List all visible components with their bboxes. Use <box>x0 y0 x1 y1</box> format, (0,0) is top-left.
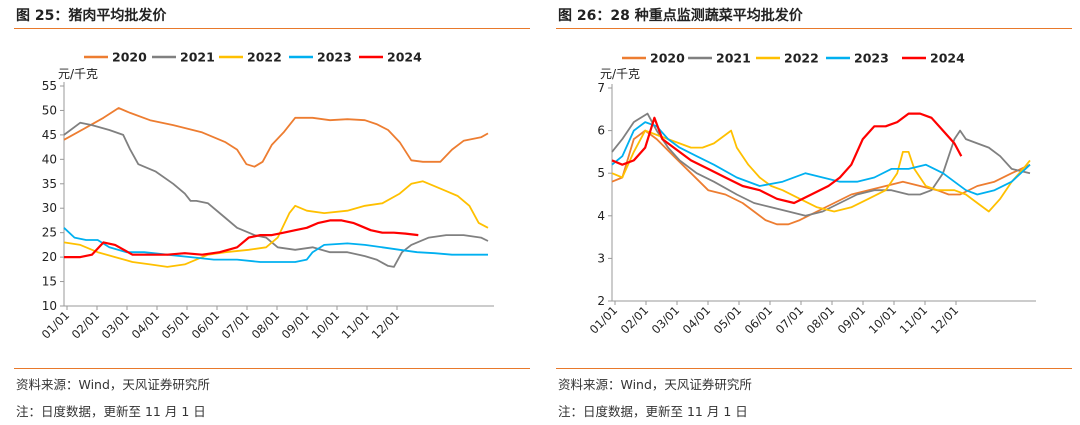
y-tick-label: 7 <box>597 81 605 95</box>
y-tick-label: 50 <box>42 103 57 117</box>
x-tick-label: 03/01 <box>649 303 682 336</box>
y-tick-label: 45 <box>42 128 57 142</box>
x-tick-label: 03/01 <box>99 308 132 341</box>
x-tick-label: 12/01 <box>369 308 402 341</box>
title-divider <box>14 28 530 29</box>
series-line-2023 <box>611 121 1031 196</box>
legend-label-2020: 2020 <box>112 50 147 65</box>
legend-label-2024: 2024 <box>387 50 422 65</box>
y-unit-label: 元/千克 <box>58 67 98 81</box>
y-unit-label: 元/千克 <box>600 67 640 81</box>
y-tick-label: 55 <box>42 79 57 93</box>
y-tick-label: 40 <box>42 152 57 166</box>
series-line-2021 <box>611 112 1031 217</box>
x-tick-label: 09/01 <box>835 303 868 336</box>
series-line-2021 <box>63 121 489 268</box>
x-tick-label: 11/01 <box>339 308 372 341</box>
legend-label-2023: 2023 <box>317 50 352 65</box>
vegetable-price-chart: 元/千克 2 3 4 5 6 7 01/0102/0103/0104/0105/0106/01… <box>587 51 1036 337</box>
y-tick-label: 15 <box>42 275 57 289</box>
legend-label-2022: 2022 <box>784 51 819 66</box>
title-divider <box>556 28 1072 29</box>
update-note: 注：日度数据，更新至 11 月 1 日 <box>558 404 748 419</box>
y-tick-label: 25 <box>42 226 57 240</box>
legend-label-2022: 2022 <box>247 50 282 65</box>
y-tick-label: 2 <box>597 294 605 308</box>
series-line-2024 <box>64 219 419 259</box>
y-tick-label: 35 <box>42 177 57 191</box>
y-tick-label: 4 <box>597 209 605 223</box>
x-tick-label: 07/01 <box>773 303 806 336</box>
source-note: 资料来源：Wind，天风证券研究所 <box>558 377 752 392</box>
x-tick-label: 02/01 <box>69 308 102 341</box>
series-line-2020 <box>611 129 1031 226</box>
figure-title: 图 26：28 种重点监测蔬菜平均批发价 <box>558 8 803 24</box>
source-note: 资料来源：Wind，天风证券研究所 <box>16 377 210 392</box>
bottom-divider <box>14 368 530 369</box>
legend-label-2021: 2021 <box>180 50 215 65</box>
x-tick-label: 02/01 <box>618 303 651 336</box>
legend-label-2020: 2020 <box>650 51 685 66</box>
series-line-2022 <box>611 129 1031 213</box>
x-tick-label: 10/01 <box>866 303 899 336</box>
series-line-2023 <box>63 227 488 263</box>
series-line-2022 <box>63 180 489 268</box>
x-tick-label: 12/01 <box>928 303 961 336</box>
x-tick-label: 09/01 <box>279 308 312 341</box>
x-tick-label: 05/01 <box>711 303 744 336</box>
x-tick-label: 06/01 <box>742 303 775 336</box>
x-tick-label: 05/01 <box>159 308 192 341</box>
legend-label-2023: 2023 <box>854 51 889 66</box>
y-tick-label: 5 <box>597 166 605 180</box>
y-tick-label: 10 <box>42 299 57 313</box>
y-tick-label: 3 <box>597 251 605 265</box>
x-tick-label: 04/01 <box>680 303 713 336</box>
x-tick-label: 07/01 <box>219 308 252 341</box>
series-line-2020 <box>63 107 489 168</box>
x-tick-label: 08/01 <box>804 303 837 336</box>
bottom-divider <box>556 368 1072 369</box>
y-tick-label: 6 <box>597 124 605 138</box>
x-tick-label: 11/01 <box>897 303 930 336</box>
x-tick-label: 01/01 <box>587 303 620 336</box>
y-tick-label: 20 <box>42 250 57 264</box>
vegetable-price-panel: 图 26：28 种重点监测蔬菜平均批发价 元/千克 2 3 4 5 6 7 01/01 02/0… <box>556 0 1076 425</box>
legend-label-2021: 2021 <box>716 51 751 66</box>
figure-title: 图 25：猪肉平均批发价 <box>16 8 167 24</box>
legend-label-2024: 2024 <box>930 51 965 66</box>
x-tick-label: 01/01 <box>39 308 72 341</box>
x-tick-label: 10/01 <box>309 308 342 341</box>
pork-price-panel: 图 25：猪肉平均批发价 元/千克 10 15 20 25 30 35 40 45 50 55 01/… <box>14 0 534 425</box>
pork-price-chart: 元/千克1015202530354045505501/0102/0103/010… <box>39 50 494 342</box>
x-tick-label: 06/01 <box>189 308 222 341</box>
x-tick-label: 08/01 <box>249 308 282 341</box>
series-line-2024 <box>611 112 963 205</box>
x-tick-label: 04/01 <box>129 308 162 341</box>
y-tick-label: 30 <box>42 201 57 215</box>
update-note: 注：日度数据，更新至 11 月 1 日 <box>16 404 206 419</box>
